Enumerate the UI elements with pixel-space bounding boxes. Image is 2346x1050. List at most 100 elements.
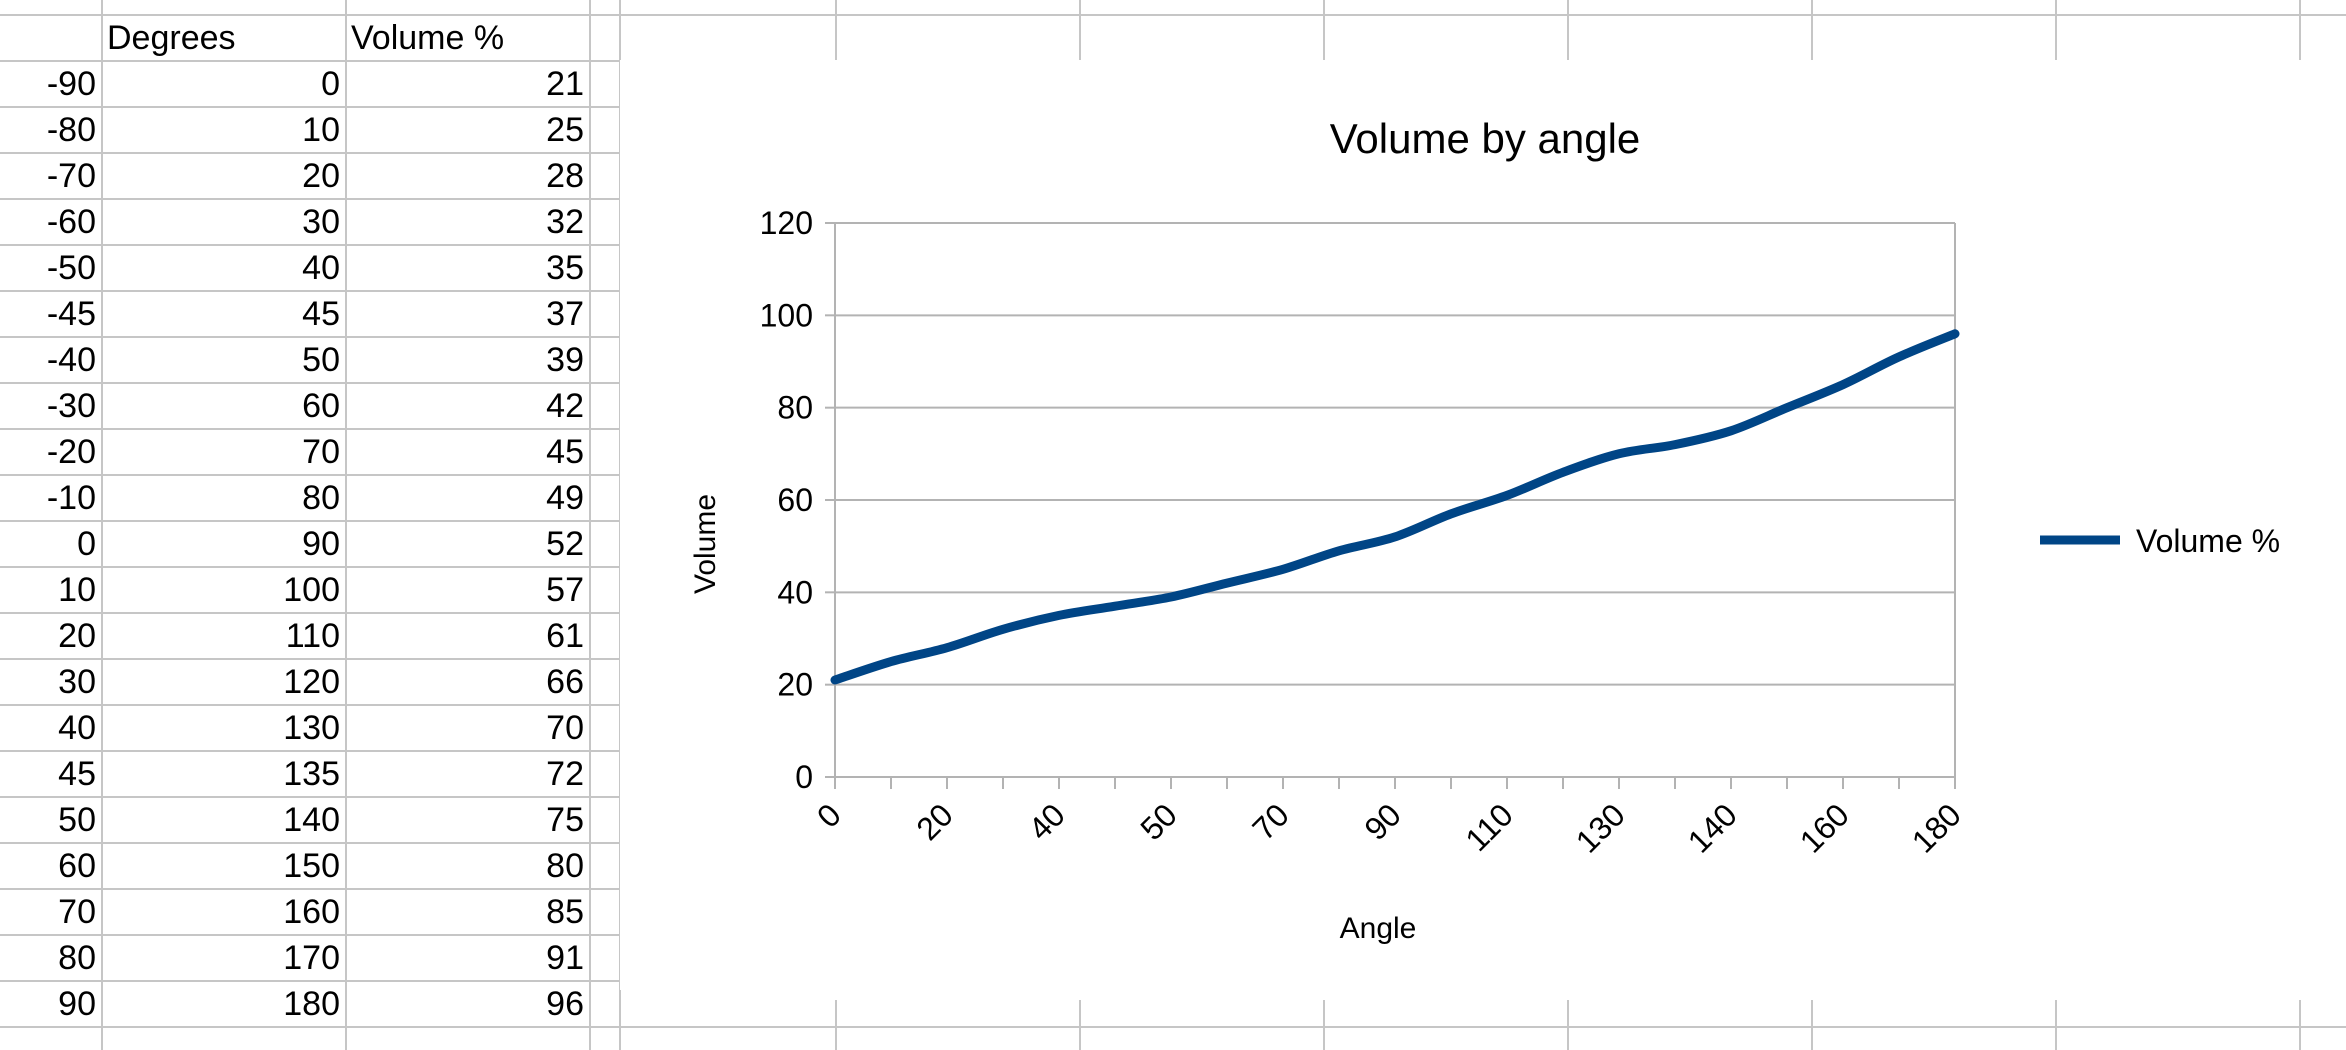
cell[interactable]: 37 bbox=[546, 295, 584, 333]
cell[interactable]: 40 bbox=[58, 709, 96, 747]
table-row: 30 120 66 bbox=[58, 663, 584, 701]
cell[interactable]: 85 bbox=[546, 893, 584, 931]
cell[interactable]: 70 bbox=[546, 709, 584, 747]
cell[interactable]: 66 bbox=[546, 663, 584, 701]
cell[interactable]: 80 bbox=[302, 479, 340, 517]
cell[interactable]: 80 bbox=[546, 847, 584, 885]
cell[interactable]: -90 bbox=[47, 65, 96, 103]
cell[interactable]: 150 bbox=[283, 847, 340, 885]
cell[interactable]: 90 bbox=[58, 985, 96, 1023]
cell[interactable]: 140 bbox=[283, 801, 340, 839]
chart-title: Volume by angle bbox=[1330, 115, 1641, 162]
data-point[interactable] bbox=[942, 643, 952, 653]
data-point[interactable] bbox=[1054, 610, 1064, 620]
cell[interactable]: -80 bbox=[47, 111, 96, 149]
cell[interactable]: 20 bbox=[58, 617, 96, 655]
cell[interactable]: 10 bbox=[302, 111, 340, 149]
cell[interactable]: 100 bbox=[283, 571, 340, 609]
data-point[interactable] bbox=[1614, 449, 1624, 459]
cell[interactable]: 32 bbox=[546, 203, 584, 241]
cell[interactable]: 91 bbox=[546, 939, 584, 977]
data-point[interactable] bbox=[886, 657, 896, 667]
cell[interactable]: 30 bbox=[302, 203, 340, 241]
data-point[interactable] bbox=[1726, 426, 1736, 436]
y-tick-label: 0 bbox=[795, 759, 813, 795]
cell[interactable]: 75 bbox=[546, 801, 584, 839]
cell[interactable]: 50 bbox=[58, 801, 96, 839]
data-point[interactable] bbox=[1446, 509, 1456, 519]
cell[interactable]: 70 bbox=[302, 433, 340, 471]
data-point[interactable] bbox=[1894, 352, 1904, 362]
cell[interactable]: 110 bbox=[286, 617, 340, 655]
column-header[interactable]: Volume % bbox=[351, 19, 504, 57]
data-point[interactable] bbox=[998, 624, 1008, 634]
line-chart[interactable]: Volume by angle Volume Angle Volume % 0 2… bbox=[620, 60, 2346, 990]
cell[interactable]: 21 bbox=[546, 65, 584, 103]
data-point[interactable] bbox=[1166, 592, 1176, 602]
cell[interactable]: -30 bbox=[47, 387, 96, 425]
legend-label: Volume % bbox=[2136, 523, 2280, 559]
table-row: 60 150 80 bbox=[58, 847, 584, 885]
y-axis-title: Volume bbox=[689, 494, 722, 594]
column-header[interactable]: Degrees bbox=[107, 19, 236, 57]
x-tick-label: 50 bbox=[1133, 796, 1184, 847]
cell[interactable]: 30 bbox=[58, 663, 96, 701]
cell[interactable]: 42 bbox=[546, 387, 584, 425]
cell[interactable]: 39 bbox=[546, 341, 584, 379]
cell[interactable]: 180 bbox=[283, 985, 340, 1023]
cell[interactable]: 90 bbox=[302, 525, 340, 563]
data-point[interactable] bbox=[1110, 601, 1120, 611]
cell[interactable]: -10 bbox=[47, 479, 96, 517]
cell[interactable]: -60 bbox=[47, 203, 96, 241]
cell[interactable]: 60 bbox=[302, 387, 340, 425]
table-row: -30 60 42 bbox=[47, 387, 584, 425]
cell[interactable]: 170 bbox=[283, 939, 340, 977]
cell[interactable]: 28 bbox=[546, 157, 584, 195]
y-tick-label: 120 bbox=[760, 205, 813, 241]
cell[interactable]: 25 bbox=[546, 111, 584, 149]
cell[interactable]: 61 bbox=[546, 617, 584, 655]
cell[interactable]: 57 bbox=[546, 571, 584, 609]
cell[interactable]: 35 bbox=[546, 249, 584, 287]
cell[interactable]: -20 bbox=[47, 433, 96, 471]
y-tick-label: 20 bbox=[777, 667, 813, 703]
data-point[interactable] bbox=[1278, 564, 1288, 574]
data-point[interactable] bbox=[1558, 467, 1568, 477]
cell[interactable]: 130 bbox=[283, 709, 340, 747]
cell[interactable]: 60 bbox=[58, 847, 96, 885]
cell[interactable]: 135 bbox=[283, 755, 340, 793]
cell[interactable]: 49 bbox=[546, 479, 584, 517]
cell[interactable]: 40 bbox=[302, 249, 340, 287]
cell[interactable]: 45 bbox=[546, 433, 584, 471]
data-point[interactable] bbox=[1334, 546, 1344, 556]
cell[interactable]: 0 bbox=[321, 65, 340, 103]
x-tick-label: 140 bbox=[1681, 796, 1744, 859]
cell[interactable]: 160 bbox=[283, 893, 340, 931]
cell[interactable]: 120 bbox=[283, 663, 340, 701]
cell[interactable]: 10 bbox=[58, 571, 96, 609]
data-point[interactable] bbox=[1950, 329, 1960, 339]
series-line-volume[interactable] bbox=[830, 329, 1960, 685]
data-point[interactable] bbox=[830, 675, 840, 685]
cell[interactable]: 70 bbox=[58, 893, 96, 931]
cell[interactable]: 45 bbox=[302, 295, 340, 333]
cell[interactable]: 72 bbox=[546, 755, 584, 793]
cell[interactable]: 50 bbox=[302, 341, 340, 379]
cell[interactable]: 96 bbox=[546, 985, 584, 1023]
data-point[interactable] bbox=[1670, 440, 1680, 450]
data-point[interactable] bbox=[1782, 403, 1792, 413]
data-point[interactable] bbox=[1390, 532, 1400, 542]
cell[interactable]: -70 bbox=[47, 157, 96, 195]
data-point[interactable] bbox=[1222, 578, 1232, 588]
cell[interactable]: 45 bbox=[58, 755, 96, 793]
cell[interactable]: 52 bbox=[546, 525, 584, 563]
cell[interactable]: -40 bbox=[47, 341, 96, 379]
data-point[interactable] bbox=[1502, 490, 1512, 500]
cell[interactable]: -50 bbox=[47, 249, 96, 287]
cell[interactable]: -45 bbox=[47, 295, 96, 333]
cell[interactable]: 20 bbox=[302, 157, 340, 195]
cell[interactable]: 0 bbox=[77, 525, 96, 563]
data-point[interactable] bbox=[1838, 380, 1848, 390]
cell[interactable]: 80 bbox=[58, 939, 96, 977]
